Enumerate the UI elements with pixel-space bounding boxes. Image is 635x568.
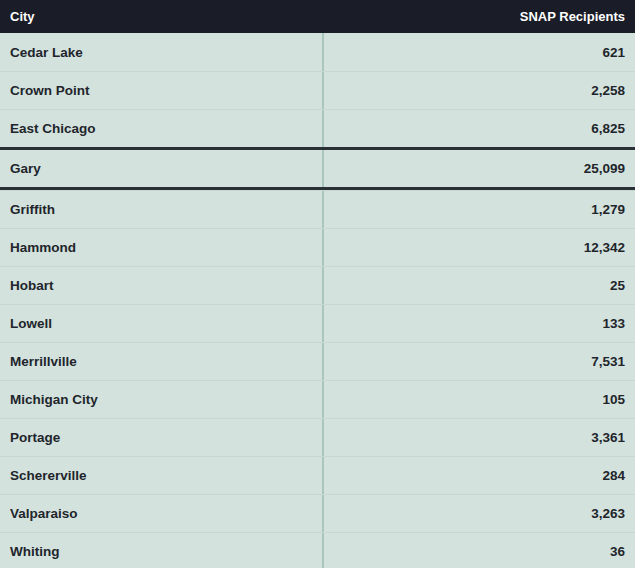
value-cell: 25,099 xyxy=(324,150,635,187)
value-cell: 3,361 xyxy=(324,419,635,456)
city-cell: Griffith xyxy=(0,191,324,228)
city-cell: Schererville xyxy=(0,457,324,494)
value-cell: 1,279 xyxy=(324,191,635,228)
value-cell: 133 xyxy=(324,305,635,342)
value-cell: 36 xyxy=(324,533,635,568)
table-row: Crown Point 2,258 xyxy=(0,71,635,109)
city-cell: East Chicago xyxy=(0,110,324,147)
table-row: Hobart 25 xyxy=(0,266,635,304)
table-row: Schererville 284 xyxy=(0,456,635,494)
city-cell: Valparaiso xyxy=(0,495,324,532)
city-cell: Whiting xyxy=(0,533,324,568)
value-cell: 12,342 xyxy=(324,229,635,266)
value-cell: 7,531 xyxy=(324,343,635,380)
city-cell: Gary xyxy=(0,150,324,187)
value-cell: 2,258 xyxy=(324,72,635,109)
table-row: Portage 3,361 xyxy=(0,418,635,456)
table-row: Hammond 12,342 xyxy=(0,228,635,266)
value-cell: 105 xyxy=(324,381,635,418)
table-row: Griffith 1,279 xyxy=(0,190,635,228)
table-body: Cedar Lake 621 Crown Point 2,258 East Ch… xyxy=(0,33,635,568)
city-cell: Cedar Lake xyxy=(0,33,324,71)
city-cell: Lowell xyxy=(0,305,324,342)
city-cell: Hammond xyxy=(0,229,324,266)
table-row: Cedar Lake 621 xyxy=(0,33,635,71)
table-row: East Chicago 6,825 xyxy=(0,109,635,147)
table-row: Gary 25,099 xyxy=(0,147,635,190)
city-cell: Portage xyxy=(0,419,324,456)
city-cell: Crown Point xyxy=(0,72,324,109)
table-row: Merrillville 7,531 xyxy=(0,342,635,380)
value-cell: 3,263 xyxy=(324,495,635,532)
snap-recipients-table: City SNAP Recipients Cedar Lake 621 Crow… xyxy=(0,0,635,568)
column-header-snap-recipients: SNAP Recipients xyxy=(324,9,635,24)
column-header-city: City xyxy=(0,9,324,24)
table-header-row: City SNAP Recipients xyxy=(0,0,635,33)
table-row: Valparaiso 3,263 xyxy=(0,494,635,532)
value-cell: 284 xyxy=(324,457,635,494)
city-cell: Merrillville xyxy=(0,343,324,380)
value-cell: 621 xyxy=(324,33,635,71)
table-row: Lowell 133 xyxy=(0,304,635,342)
value-cell: 25 xyxy=(324,267,635,304)
value-cell: 6,825 xyxy=(324,110,635,147)
city-cell: Hobart xyxy=(0,267,324,304)
city-cell: Michigan City xyxy=(0,381,324,418)
table-row: Michigan City 105 xyxy=(0,380,635,418)
table-row: Whiting 36 xyxy=(0,532,635,568)
